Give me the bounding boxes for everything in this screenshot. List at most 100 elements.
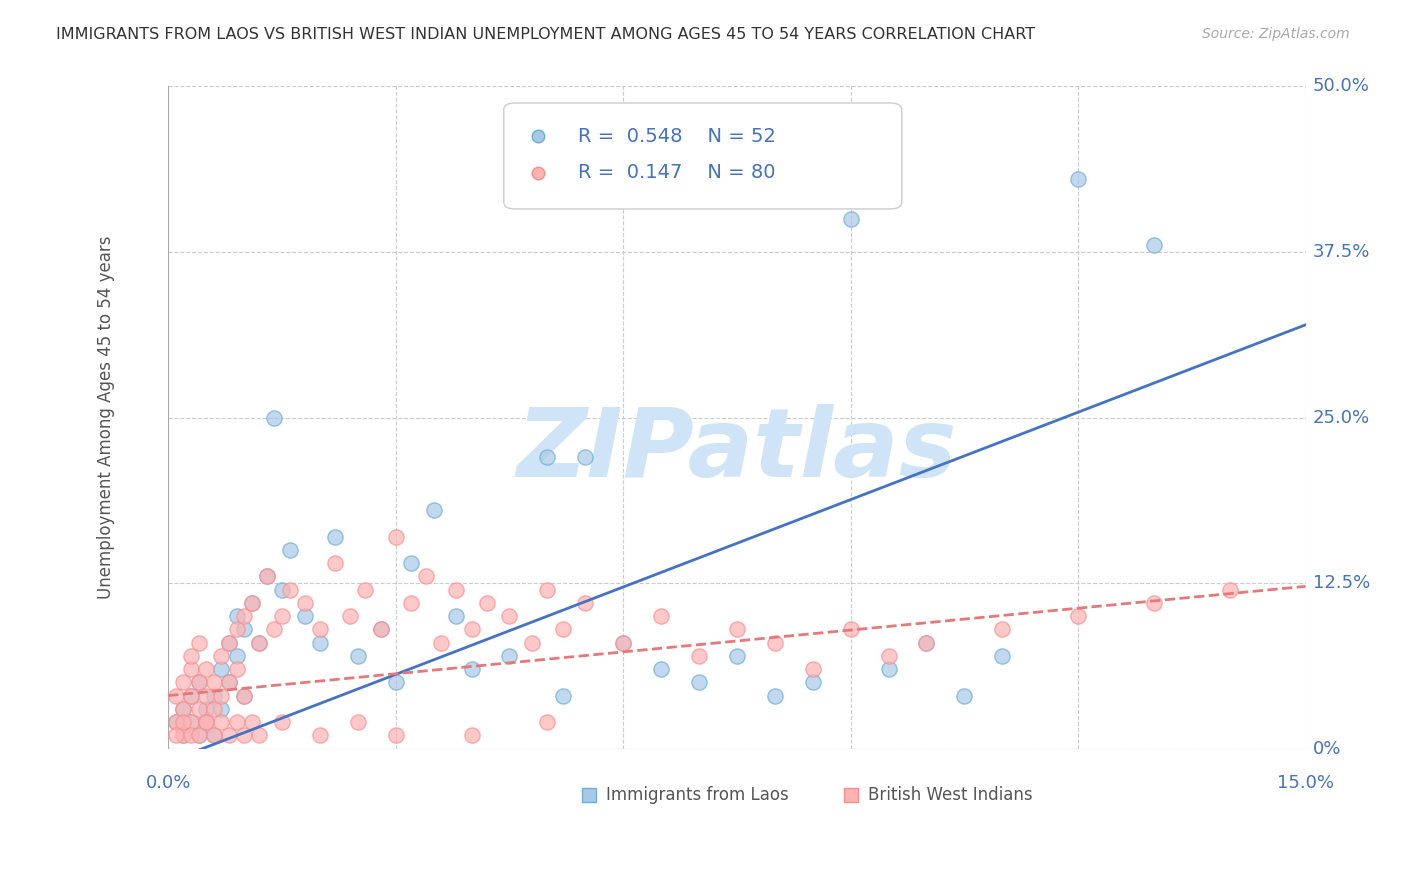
- Point: [240, 596, 263, 610]
- Point: [339, 609, 361, 624]
- Point: [218, 675, 240, 690]
- Point: [370, 623, 392, 637]
- Point: [187, 675, 209, 690]
- Point: [172, 728, 194, 742]
- Point: [218, 675, 240, 690]
- Point: [294, 609, 316, 624]
- Point: [180, 728, 202, 742]
- Point: [323, 530, 346, 544]
- Point: [247, 728, 270, 742]
- Text: 50.0%: 50.0%: [1313, 78, 1369, 95]
- Point: [446, 582, 468, 597]
- Point: [309, 623, 332, 637]
- Point: [180, 715, 202, 730]
- Point: [233, 689, 256, 703]
- Point: [370, 623, 392, 637]
- Point: [165, 715, 187, 730]
- Point: [498, 609, 520, 624]
- Point: [688, 648, 710, 663]
- Text: IMMIGRANTS FROM LAOS VS BRITISH WEST INDIAN UNEMPLOYMENT AMONG AGES 45 TO 54 YEA: IMMIGRANTS FROM LAOS VS BRITISH WEST IND…: [56, 27, 1035, 42]
- Point: [225, 623, 247, 637]
- Point: [240, 596, 263, 610]
- Point: [460, 662, 482, 676]
- Point: [195, 662, 218, 676]
- Point: [202, 702, 225, 716]
- Point: [877, 662, 900, 676]
- Point: [240, 715, 263, 730]
- Text: ZIPatlas: ZIPatlas: [516, 404, 957, 497]
- Point: [202, 689, 225, 703]
- Point: [218, 635, 240, 649]
- Point: [384, 530, 406, 544]
- Text: Source: ZipAtlas.com: Source: ZipAtlas.com: [1202, 27, 1350, 41]
- Text: R =  0.147    N = 80: R = 0.147 N = 80: [578, 163, 775, 182]
- Point: [209, 648, 232, 663]
- Text: 0%: 0%: [1313, 739, 1341, 757]
- Point: [202, 675, 225, 690]
- Point: [801, 675, 824, 690]
- Point: [172, 715, 194, 730]
- Point: [430, 635, 453, 649]
- Point: [233, 623, 256, 637]
- Point: [347, 648, 370, 663]
- Point: [180, 689, 202, 703]
- Point: [180, 648, 202, 663]
- Point: [233, 609, 256, 624]
- Point: [233, 728, 256, 742]
- Point: [536, 715, 558, 730]
- Text: Immigrants from Laos: Immigrants from Laos: [606, 786, 789, 804]
- Point: [225, 648, 247, 663]
- Point: [323, 556, 346, 570]
- Point: [209, 715, 232, 730]
- Point: [446, 609, 468, 624]
- Point: [278, 582, 301, 597]
- Point: [218, 635, 240, 649]
- Point: [422, 503, 444, 517]
- Point: [399, 596, 422, 610]
- Point: [839, 211, 862, 226]
- Point: [271, 582, 294, 597]
- Point: [399, 556, 422, 570]
- Point: [195, 715, 218, 730]
- Point: [294, 596, 316, 610]
- Text: Unemployment Among Ages 45 to 54 years: Unemployment Among Ages 45 to 54 years: [97, 235, 115, 599]
- Point: [650, 609, 672, 624]
- Point: [915, 635, 938, 649]
- Point: [1067, 609, 1090, 624]
- Point: [574, 596, 596, 610]
- Point: [839, 623, 862, 637]
- Point: [172, 728, 194, 742]
- Point: [877, 648, 900, 663]
- Point: [195, 702, 218, 716]
- Text: 0.0%: 0.0%: [146, 773, 191, 791]
- Point: [522, 635, 544, 649]
- Point: [612, 635, 634, 649]
- Point: [172, 702, 194, 716]
- Point: [991, 648, 1014, 663]
- Point: [271, 715, 294, 730]
- Point: [650, 662, 672, 676]
- Point: [202, 728, 225, 742]
- Point: [180, 662, 202, 676]
- Point: [180, 689, 202, 703]
- Point: [551, 689, 574, 703]
- Point: [225, 609, 247, 624]
- Point: [354, 582, 377, 597]
- Point: [725, 623, 748, 637]
- Point: [256, 569, 278, 583]
- Point: [225, 662, 247, 676]
- Point: [209, 689, 232, 703]
- Point: [202, 728, 225, 742]
- Point: [209, 662, 232, 676]
- Text: 12.5%: 12.5%: [1313, 574, 1369, 592]
- Point: [225, 715, 247, 730]
- Point: [187, 702, 209, 716]
- Point: [172, 675, 194, 690]
- Point: [384, 728, 406, 742]
- Point: [263, 410, 285, 425]
- Point: [536, 450, 558, 465]
- Point: [195, 715, 218, 730]
- Point: [801, 662, 824, 676]
- Point: [551, 623, 574, 637]
- Point: [309, 635, 332, 649]
